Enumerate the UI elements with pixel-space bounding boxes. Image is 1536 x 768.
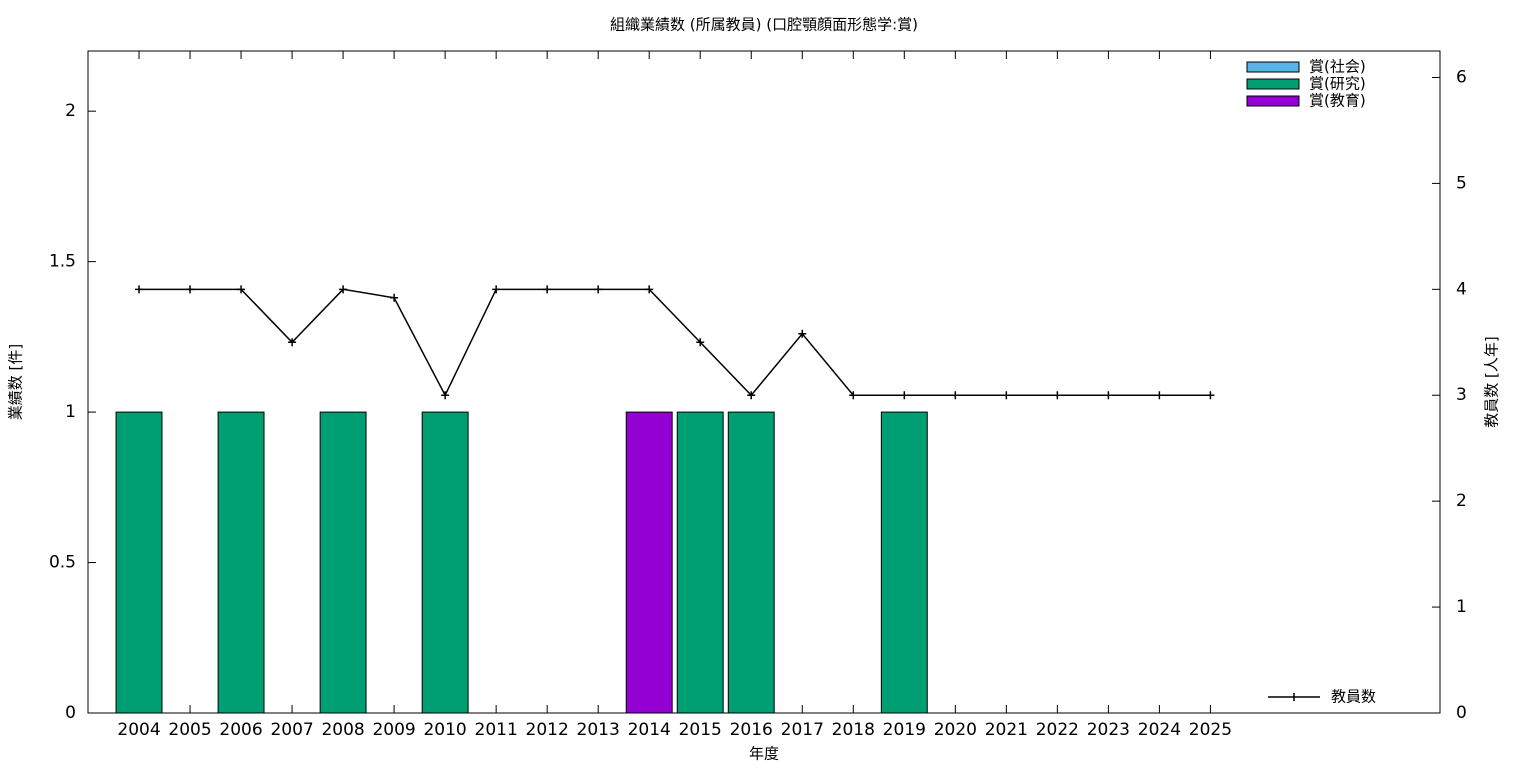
point-marker <box>288 338 297 347</box>
y-tick-label: 1.5 <box>49 252 76 272</box>
x-tick-label: 2022 <box>1036 720 1079 740</box>
y-tick-label: 1 <box>65 402 76 422</box>
legend-line <box>1268 693 1320 701</box>
x-tick-label: 2018 <box>832 720 875 740</box>
x-tick-label: 2010 <box>423 720 466 740</box>
y-tick-label: 0 <box>65 703 76 723</box>
bar <box>625 411 673 714</box>
y2-axis-label: 教員数 [人年] <box>1483 336 1501 427</box>
point-marker <box>849 391 858 400</box>
y2-tick-label: 0 <box>1456 703 1467 723</box>
bar <box>421 411 469 714</box>
point-marker <box>951 391 960 400</box>
x-tick-label: 2023 <box>1087 720 1130 740</box>
x-tick-label: 2016 <box>730 720 773 740</box>
point-marker <box>339 285 348 294</box>
x-tick-label: 2024 <box>1138 720 1181 740</box>
x-tick-label: 2020 <box>934 720 977 740</box>
point-marker <box>390 293 399 302</box>
legend-swatch <box>1246 95 1300 107</box>
point-marker <box>900 391 909 400</box>
bar <box>115 411 163 714</box>
y2-tick-label: 6 <box>1456 67 1467 87</box>
point-marker <box>135 285 144 294</box>
point-marker <box>543 285 552 294</box>
legend-label: 教員数 <box>1331 688 1376 706</box>
x-tick-label: 2017 <box>781 720 824 740</box>
y2-tick-label: 5 <box>1456 173 1467 193</box>
y2-tick-label: 4 <box>1456 279 1467 299</box>
y2-tick-label: 1 <box>1456 597 1467 617</box>
x-tick-label: 2009 <box>372 720 415 740</box>
x-tick-label: 2015 <box>679 720 722 740</box>
line <box>139 288 1211 397</box>
x-axis-label: 年度 <box>749 745 779 763</box>
x-tick-label: 2014 <box>628 720 671 740</box>
bar <box>727 411 775 714</box>
point-marker <box>696 338 705 347</box>
point-marker <box>1206 391 1215 400</box>
bar <box>319 411 367 714</box>
point-marker <box>747 391 756 400</box>
x-tick-label: 2025 <box>1189 720 1232 740</box>
point-marker <box>1053 391 1062 400</box>
point-marker <box>798 329 807 338</box>
point-marker <box>1104 391 1113 400</box>
y-axis-label: 業績数 [件] <box>7 344 25 420</box>
x-tick-label: 2008 <box>321 720 364 740</box>
x-tick-label: 2011 <box>475 720 518 740</box>
x-tick-label: 2004 <box>117 720 160 740</box>
x-tick-label: 2006 <box>219 720 262 740</box>
bar <box>880 411 928 714</box>
legend-label: 賞(研究) <box>1309 75 1366 93</box>
x-tick-label: 2019 <box>883 720 926 740</box>
legend-swatch <box>1246 78 1300 90</box>
bar <box>217 411 265 714</box>
point-marker <box>186 285 195 294</box>
x-tick-label: 2005 <box>168 720 211 740</box>
point-marker <box>441 391 450 400</box>
y-tick-label: 2 <box>65 101 76 121</box>
y2-tick-label: 2 <box>1456 491 1467 511</box>
x-tick-label: 2013 <box>577 720 620 740</box>
legend-label: 賞(教育) <box>1309 92 1366 110</box>
x-tick-label: 2007 <box>270 720 313 740</box>
point-marker <box>492 285 501 294</box>
legend-swatch <box>1246 61 1300 73</box>
point-marker <box>1155 391 1164 400</box>
x-tick-label: 2021 <box>985 720 1028 740</box>
y2-tick-label: 3 <box>1456 385 1467 405</box>
point-marker <box>645 285 654 294</box>
x-tick-label: 2012 <box>526 720 569 740</box>
point-marker <box>1002 391 1011 400</box>
point-marker <box>594 285 603 294</box>
y-tick-label: 0.5 <box>49 553 76 573</box>
point-marker <box>237 285 246 294</box>
chart-title: 組織業績数 (所属教員) (口腔顎顔面形態学:賞) <box>610 16 918 34</box>
legend-label: 賞(社会) <box>1309 58 1366 76</box>
bar <box>676 411 724 714</box>
